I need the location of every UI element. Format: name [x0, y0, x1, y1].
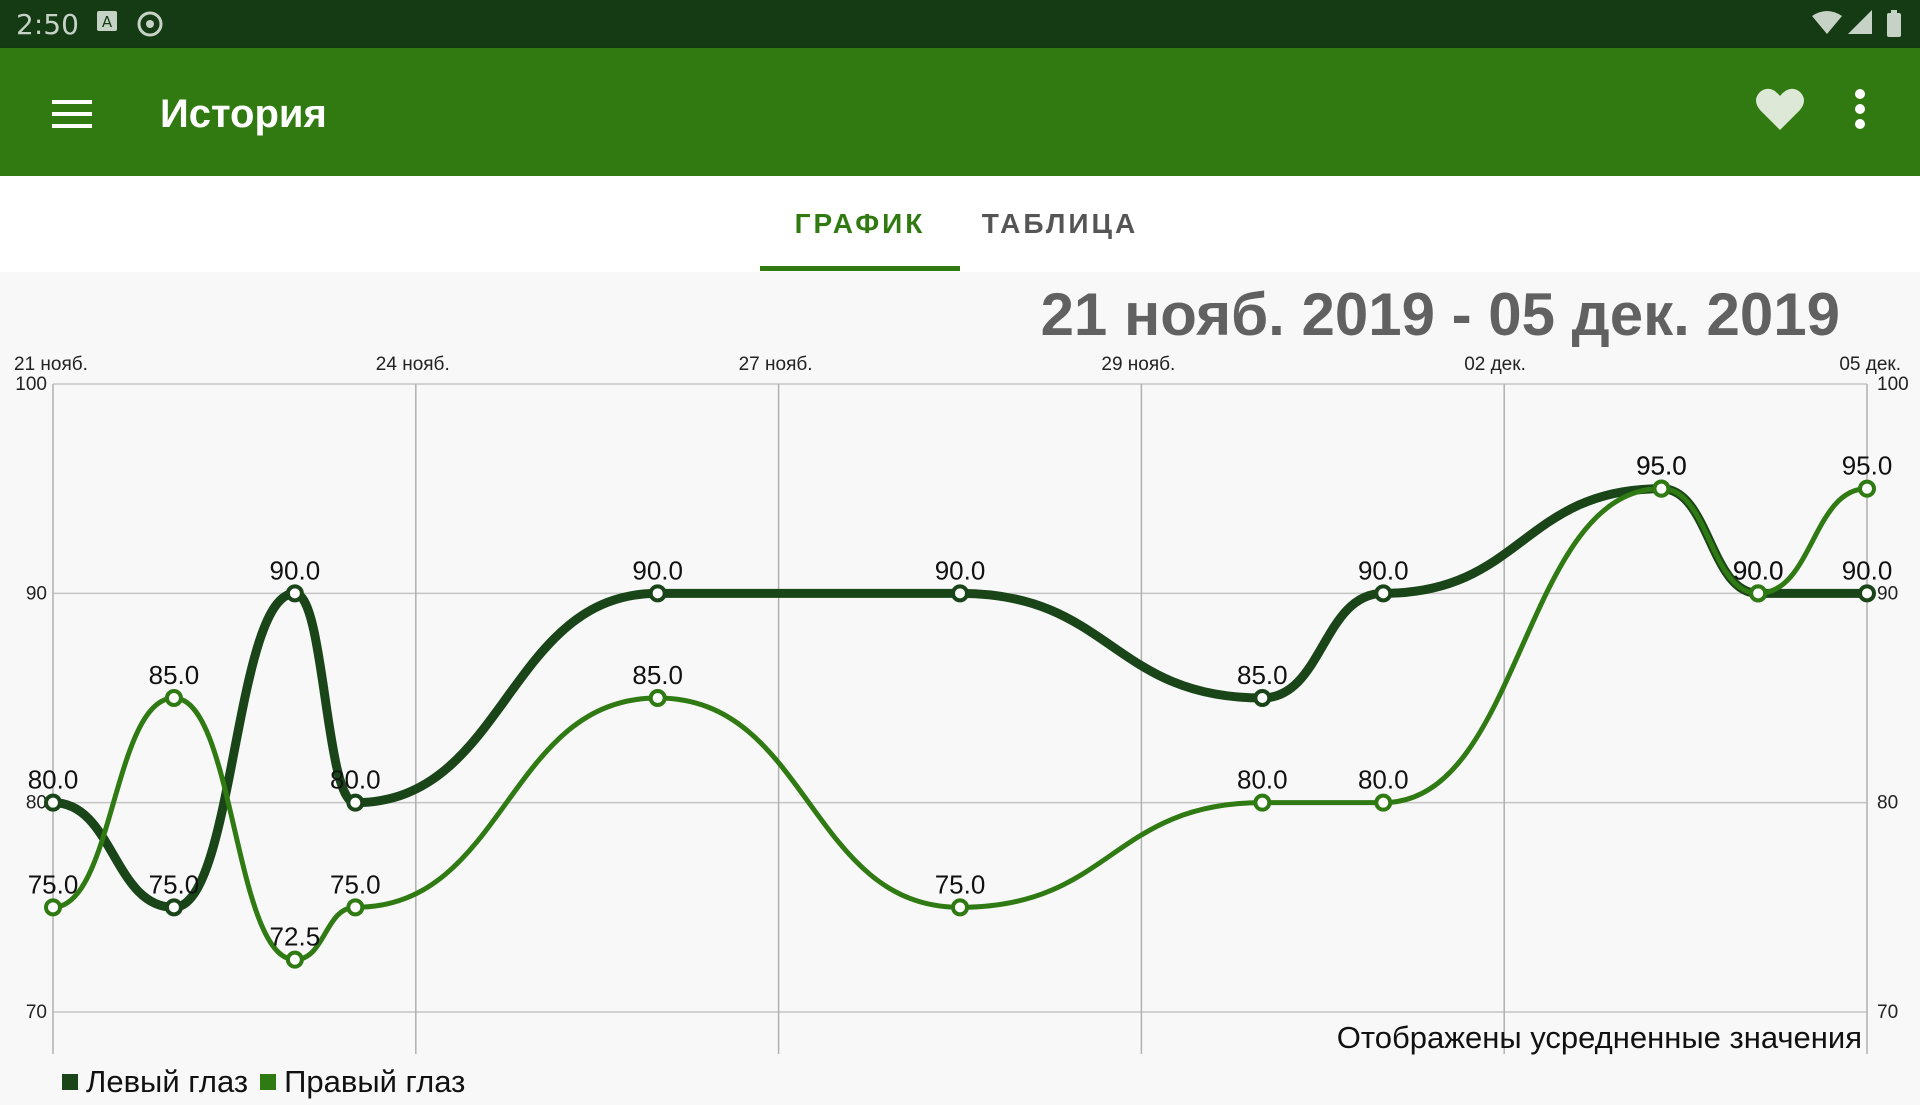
tab-indicator: [760, 266, 960, 271]
data-label: 95.0: [1842, 451, 1893, 481]
data-point-left-eye: [1374, 584, 1393, 603]
data-point-right-eye: [44, 898, 62, 917]
data-point-left-eye: [44, 793, 62, 812]
heart-icon[interactable]: [1752, 82, 1808, 138]
menu-icon[interactable]: [44, 88, 100, 144]
svg-text:A: A: [102, 13, 113, 31]
data-label: 80.0: [1237, 765, 1288, 795]
x-tick-label: 21 нояб.: [14, 354, 88, 375]
data-point-right-eye: [951, 898, 969, 917]
y-tick-label-left: 70: [26, 1002, 47, 1023]
legend-label-left-eye: Левый глаз: [86, 1064, 249, 1099]
data-label: 90.0: [1733, 555, 1784, 585]
data-label: 75.0: [330, 869, 381, 899]
data-point-right-eye: [1253, 793, 1272, 812]
sync-icon: [137, 11, 163, 37]
data-point-right-eye: [1858, 479, 1876, 498]
date-range: 21 нояб. 2019 - 05 дек. 2019: [1040, 281, 1840, 348]
y-tick-label-left: 90: [26, 583, 47, 604]
legend-swatch-right-eye: [260, 1074, 277, 1090]
data-point-right-eye: [285, 950, 304, 969]
data-point-left-eye: [951, 584, 969, 603]
data-label: 75.0: [149, 869, 200, 899]
page-title: История: [160, 92, 327, 136]
tab-bar: ГРАФИК ТАБЛИЦА: [0, 176, 1920, 272]
x-tick-label: 05 дек.: [1839, 354, 1901, 375]
data-label: 80.0: [28, 765, 79, 795]
data-point-right-eye: [1749, 584, 1768, 603]
battery-icon: [1887, 10, 1901, 37]
data-point-right-eye: [164, 689, 183, 707]
data-label: 90.0: [935, 555, 986, 585]
y-tick-label-left: 80: [26, 793, 47, 814]
tab-table[interactable]: ТАБЛИЦА: [981, 208, 1139, 239]
data-point-left-eye: [285, 584, 304, 603]
data-label: 90.0: [1358, 555, 1409, 585]
keyboard-a-icon: A: [97, 11, 117, 31]
legend-label-right-eye: Правый глаз: [284, 1064, 466, 1099]
wifi-icon: [1812, 11, 1842, 34]
legend-swatch-left-eye: [62, 1074, 78, 1090]
more-vert-icon[interactable]: [1840, 82, 1880, 142]
legend-item-left-eye: Левый глаз: [62, 1064, 248, 1100]
data-label: 90.0: [1842, 555, 1893, 585]
data-label: 75.0: [935, 869, 986, 899]
x-tick-label: 29 нояб.: [1101, 354, 1175, 375]
data-point-left-eye: [648, 584, 667, 603]
data-label: 90.0: [270, 555, 321, 585]
signal-icon: [1848, 10, 1872, 34]
data-label: 85.0: [1237, 660, 1288, 690]
status-bar: 2:50 A: [0, 0, 1920, 48]
status-time: 2:50: [16, 8, 79, 41]
data-point-left-eye: [1858, 584, 1876, 603]
y-tick-label-right: 70: [1877, 1002, 1898, 1023]
data-point-left-eye: [346, 793, 365, 812]
app-bar: История: [0, 48, 1920, 176]
x-tick-label: 24 нояб.: [376, 354, 450, 375]
y-tick-label-left: 100: [15, 374, 47, 395]
chart-legend: Левый глаз Правый глаз: [62, 1064, 477, 1100]
x-tick-label: 27 нояб.: [739, 354, 813, 375]
data-label: 75.0: [28, 869, 79, 899]
data-point-left-eye: [164, 898, 183, 917]
x-tick-label: 02 дек.: [1464, 354, 1526, 375]
data-label: 80.0: [330, 765, 381, 795]
y-tick-label-right: 90: [1877, 583, 1898, 604]
data-label: 90.0: [1733, 555, 1784, 585]
legend-item-right-eye: Правый глаз: [260, 1064, 465, 1100]
data-point-right-eye: [1652, 479, 1671, 498]
data-label: 72.5: [270, 922, 321, 952]
series-line-left-eye: [48, 484, 1872, 912]
y-tick-label-right: 100: [1877, 374, 1909, 395]
data-label: 90.0: [632, 555, 683, 585]
data-label: 85.0: [632, 660, 683, 690]
data-label: 95.0: [1636, 451, 1687, 481]
data-point-right-eye: [648, 689, 667, 707]
data-label: 80.0: [1358, 765, 1409, 795]
data-point-right-eye: [1374, 793, 1393, 812]
data-label: 85.0: [149, 660, 200, 690]
averaged-values-note: Отображены усредненные значения: [1336, 1020, 1862, 1055]
y-tick-label-right: 80: [1877, 793, 1898, 814]
data-label: 95.0: [1636, 451, 1687, 481]
tab-chart[interactable]: ГРАФИК: [794, 208, 926, 239]
data-point-right-eye: [346, 898, 365, 917]
data-point-left-eye: [1253, 689, 1272, 707]
